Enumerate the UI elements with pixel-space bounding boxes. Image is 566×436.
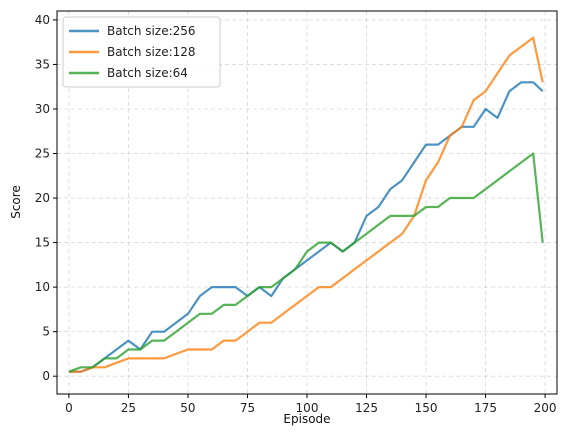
y-tick-label: 35	[35, 57, 50, 71]
y-tick-label: 25	[35, 147, 50, 161]
y-tick-label: 40	[35, 13, 50, 27]
y-axis: 0 5 10 15 20 25 30 35 40	[35, 13, 57, 383]
y-tick-label: 5	[42, 325, 50, 339]
x-axis: 0 25 50 75 100 125 150 175 200	[65, 394, 557, 415]
x-tick-label: 200	[534, 401, 557, 415]
x-tick-label: 0	[65, 401, 73, 415]
series-lines	[68, 36, 544, 373]
series-line-3	[68, 152, 544, 373]
x-tick-label: 150	[415, 401, 438, 415]
series-line-2	[68, 36, 544, 373]
x-tick-label: 50	[180, 401, 195, 415]
y-tick-label: 0	[42, 369, 50, 383]
series-line-1	[68, 81, 544, 373]
legend-box	[62, 16, 221, 88]
legend-label: Batch size:128	[107, 45, 196, 59]
x-tick-label: 175	[474, 401, 497, 415]
legend: Batch size:256 Batch size:128 Batch size…	[62, 16, 221, 88]
x-tick-label: 125	[355, 401, 378, 415]
legend-label: Batch size:64	[107, 66, 188, 80]
legend-label: Batch size:256	[107, 24, 196, 38]
y-tick-label: 10	[35, 280, 50, 294]
x-axis-label: Episode	[283, 412, 330, 426]
x-tick-label: 25	[121, 401, 136, 415]
y-tick-label: 20	[35, 191, 50, 205]
y-tick-label: 15	[35, 236, 50, 250]
y-axis-label: Score	[9, 185, 23, 219]
x-tick-label: 100	[296, 401, 319, 415]
x-tick-label: 75	[240, 401, 255, 415]
y-tick-label: 30	[35, 102, 50, 116]
